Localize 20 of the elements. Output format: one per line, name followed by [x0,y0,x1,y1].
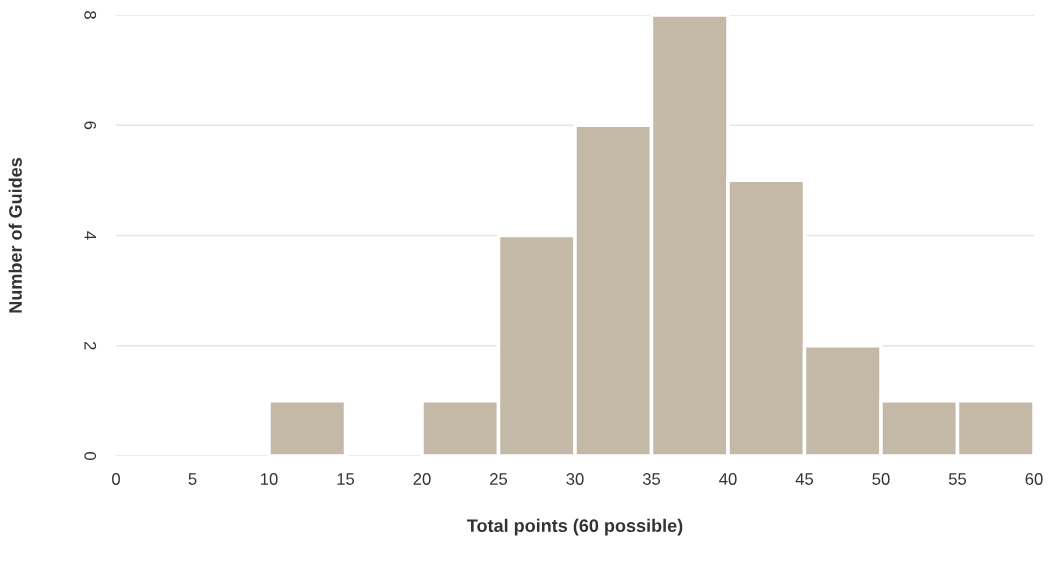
x-tick-label: 5 [188,473,197,485]
y-tick-label: 0 [84,452,97,460]
x-tick-label: 30 [566,473,584,485]
x-tick-label: 40 [719,473,737,485]
x-tick-label: 45 [795,473,814,485]
x-axis-title: Total points (60 possible) [467,518,683,536]
x-tick-label: 15 [337,473,355,485]
y-tick-label: 8 [84,11,97,19]
x-tick-label: 25 [490,473,508,485]
x-tick-label: 0 [112,473,120,485]
x-tick-label: 50 [872,473,890,485]
y-tick-label: 4 [84,231,96,240]
x-tick-label: 55 [948,473,967,485]
y-axis-title: Number of Guides [8,157,22,313]
x-tick-label: 10 [261,473,278,485]
y-tick-label: 2 [84,341,97,350]
x-tick-label: 35 [642,473,661,485]
y-tick-label: 6 [84,121,97,130]
x-tick-label: 20 [413,473,431,485]
x-tick-label: 60 [1025,473,1043,485]
